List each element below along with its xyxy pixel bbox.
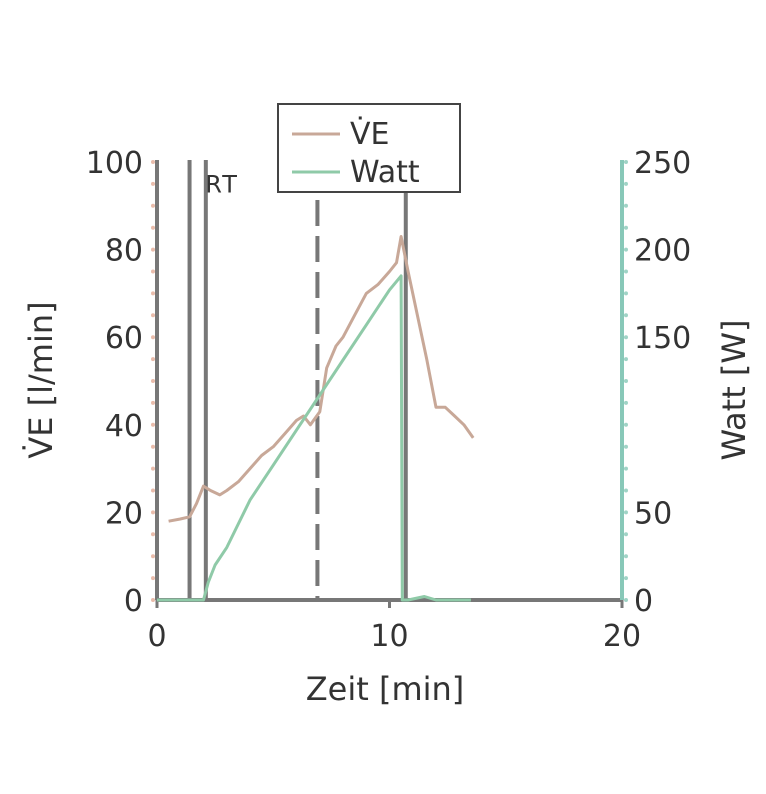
series: [157, 235, 475, 602]
y-right-minor-tick: [624, 422, 628, 427]
y-right-tick-label: 0: [634, 584, 653, 619]
y-left-tick-label: 100: [86, 146, 143, 181]
y-right-minor-tick: [624, 357, 628, 362]
legend-box: [277, 103, 461, 193]
y-left-minor-tick: [151, 291, 155, 296]
y-right-tick-label: 250: [634, 146, 691, 181]
y-right-minor-tick: [624, 225, 628, 230]
y-left-minor-tick: [151, 554, 155, 559]
x-tick-label: 10: [370, 619, 408, 654]
annotation-label: RT: [205, 171, 239, 199]
y-left-minor-tick: [151, 598, 155, 602]
x-axis-title: Zeit [min]: [306, 670, 465, 708]
y-right-minor-tick: [624, 554, 628, 559]
y-left-minor-tick: [151, 357, 155, 362]
y-left-tick-label: 20: [105, 496, 143, 531]
y-right-minor-tick: [624, 532, 628, 537]
y-left-minor-tick: [151, 335, 155, 340]
series-line-ve: [168, 235, 475, 523]
y-left-minor-tick: [151, 576, 155, 581]
y-left-minor-tick: [151, 379, 155, 383]
y-right-minor-tick: [624, 598, 628, 602]
y-left-minor-tick: [151, 400, 155, 405]
legend-label: Watt: [350, 155, 420, 190]
y-right-minor-tick: [624, 379, 628, 383]
y-left-minor-tick: [151, 181, 155, 186]
series-line-watt: [157, 274, 471, 602]
y-left-tick-label: 0: [124, 584, 143, 619]
y-left-tick-label: 80: [105, 234, 143, 269]
y-left-tick-label: 40: [105, 409, 143, 444]
y-left-minor-tick: [151, 313, 155, 318]
y-right-tick-label: 200: [634, 234, 691, 269]
y-right-minor-tick: [624, 510, 628, 515]
y-right-minor-tick: [624, 313, 628, 318]
y-left-minor-tick: [151, 269, 155, 274]
y-left-minor-tick: [151, 247, 155, 252]
y-right-tick-label: 150: [634, 321, 691, 356]
y-left-minor-tick: [151, 444, 155, 449]
y-left-minor-tick: [151, 422, 155, 427]
y-right-minor-tick: [624, 181, 628, 186]
x-tick-label: 20: [603, 619, 641, 654]
y-left-axis-title: V̇E [l/min]: [22, 301, 60, 458]
y-left-minor-tick: [151, 225, 155, 230]
y-left-tick-label: 60: [105, 321, 143, 356]
y-right-minor-tick: [624, 269, 628, 274]
y-right-minor-tick: [624, 203, 628, 208]
y-right-minor-tick: [624, 488, 628, 493]
y-left-minor-tick: [151, 203, 155, 208]
y-right-minor-tick: [624, 160, 628, 164]
legend-label: V̇E: [350, 117, 389, 152]
y-right-minor-tick: [624, 291, 628, 296]
y-right-minor-tick: [624, 400, 628, 405]
y-left-minor-tick: [151, 466, 155, 471]
axes: [151, 160, 628, 608]
y-left-minor-tick: [151, 532, 155, 537]
y-right-tick-label: 50: [634, 496, 672, 531]
y-left-minor-tick: [151, 510, 155, 515]
y-right-minor-tick: [624, 576, 628, 581]
y-right-minor-tick: [624, 466, 628, 471]
vertical-lines: RT: [187, 160, 408, 600]
y-right-minor-tick: [624, 444, 628, 449]
y-right-axis-title: Watt [W]: [715, 319, 753, 460]
x-tick-label: 0: [147, 619, 166, 654]
y-left-minor-tick: [151, 160, 155, 164]
y-right-minor-tick: [624, 247, 628, 252]
y-right-minor-tick: [624, 335, 628, 340]
y-left-minor-tick: [151, 488, 155, 493]
